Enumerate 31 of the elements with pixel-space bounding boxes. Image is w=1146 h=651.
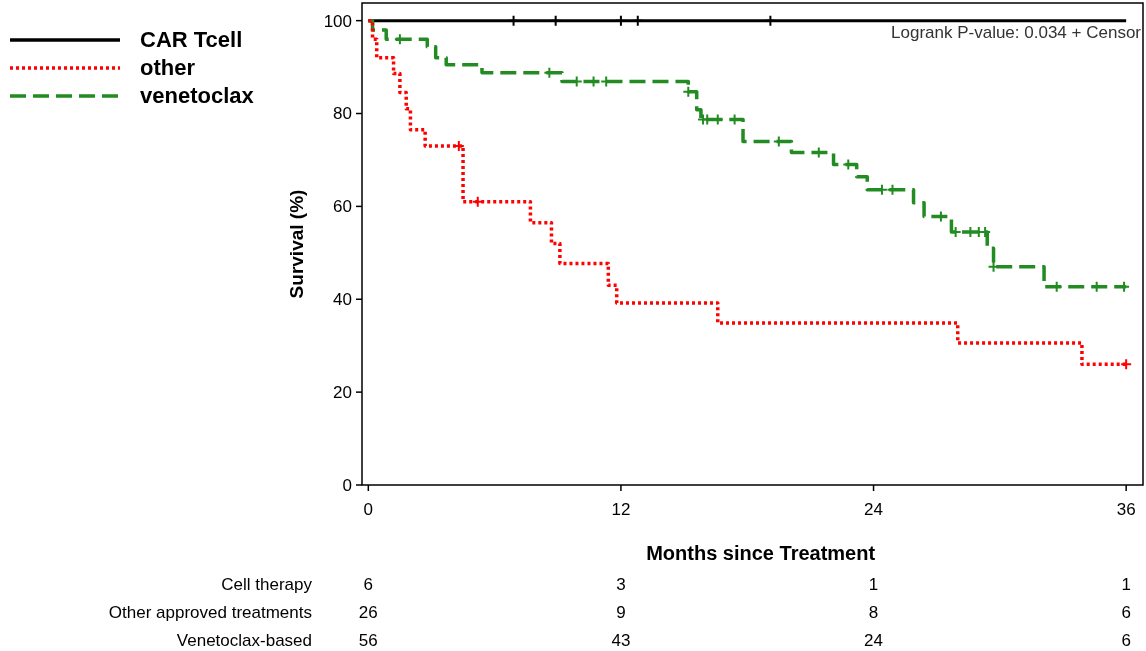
text: 9: [616, 603, 626, 622]
text: 56: [358, 631, 378, 650]
y-tick-label: 60: [333, 197, 352, 217]
x-tick-label: 12: [611, 500, 631, 519]
y-tick-label: 40: [333, 290, 352, 310]
text: 26: [358, 603, 378, 622]
y-tick-label: 80: [333, 104, 352, 124]
legend-label: CAR Tcell: [140, 27, 243, 52]
y-axis-title: Survival (%): [286, 189, 307, 299]
y-tick-label: 100: [323, 11, 352, 31]
text: 6: [1121, 603, 1131, 622]
text: 1: [1121, 575, 1131, 594]
legend-label: other: [140, 55, 196, 80]
text: 1: [868, 575, 879, 594]
text: 3: [616, 575, 626, 594]
legend-label: venetoclax: [140, 83, 255, 108]
text: 24: [864, 631, 884, 650]
y-tick-label: 0: [342, 475, 352, 495]
text: 6: [1121, 631, 1131, 650]
text: Cell therapy: [221, 575, 313, 594]
text: Other approved treatments: [108, 603, 312, 622]
text: 6: [363, 575, 374, 594]
x-tick-label: 24: [864, 500, 884, 519]
text: 8: [868, 603, 879, 622]
y-tick-label: 20: [333, 383, 352, 403]
x-axis-title: Months since Treatment: [646, 542, 876, 564]
annotation: Logrank P-value: 0.034 + Censor: [891, 23, 1142, 42]
x-tick-label: 36: [1116, 500, 1136, 519]
text: 43: [611, 631, 631, 650]
text: Venetoclax-based: [176, 631, 312, 650]
x-tick-label: 0: [363, 500, 374, 519]
